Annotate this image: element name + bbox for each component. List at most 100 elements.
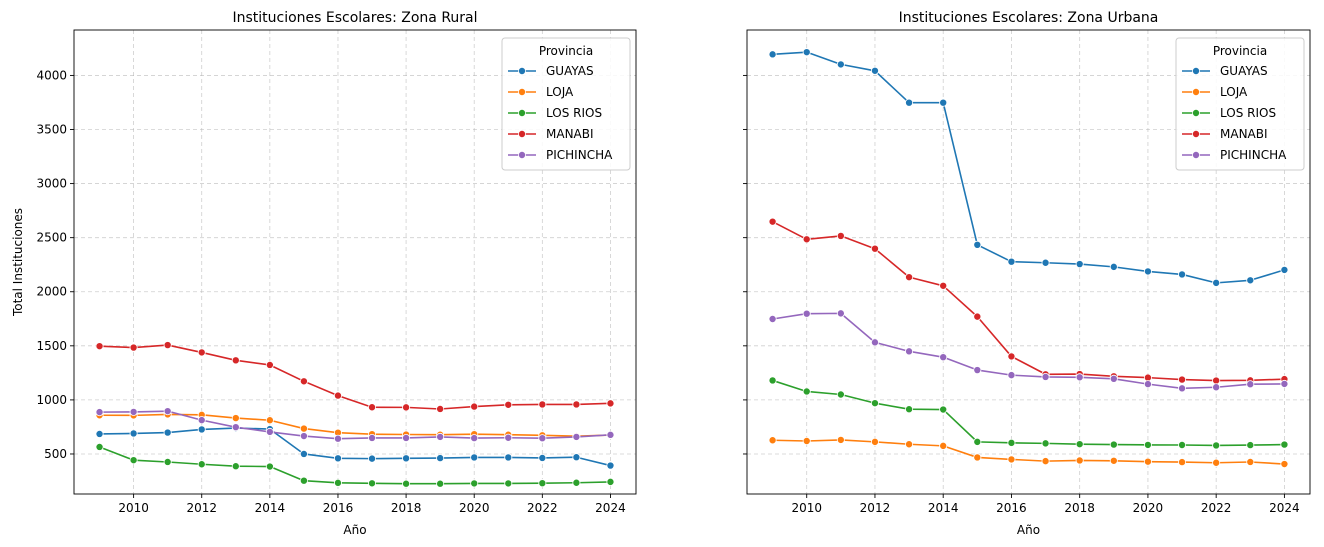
x-tick-label: 2024	[1269, 501, 1300, 515]
data-point	[95, 408, 104, 417]
legend-entry: LOJA	[1182, 85, 1248, 99]
series-line	[772, 220, 1285, 382]
data-point	[231, 462, 240, 471]
y-tick-label: 3000	[36, 177, 67, 191]
x-axis-label: Año	[1017, 523, 1040, 537]
data-point	[299, 377, 308, 386]
data-point	[299, 476, 308, 485]
data-point	[939, 98, 948, 107]
series-line	[99, 446, 611, 485]
legend-label: LOJA	[1220, 85, 1248, 99]
data-point	[1143, 267, 1152, 276]
data-point	[870, 338, 879, 347]
data-point	[606, 399, 615, 408]
data-point	[538, 453, 547, 462]
data-point	[504, 433, 513, 442]
data-point	[1178, 270, 1187, 279]
data-point	[905, 440, 914, 449]
y-tick-label: 3500	[36, 123, 67, 137]
series-guayas	[768, 48, 1289, 287]
data-point	[606, 430, 615, 439]
data-point	[1143, 457, 1152, 466]
data-point	[231, 356, 240, 365]
data-point	[1007, 352, 1016, 361]
data-point	[333, 434, 342, 443]
legend-marker	[518, 88, 527, 97]
data-point	[538, 400, 547, 409]
legend-label: GUAYAS	[1220, 64, 1268, 78]
data-point	[973, 240, 982, 249]
legend-marker	[1192, 109, 1201, 118]
data-point	[265, 360, 274, 369]
chart-title: Instituciones Escolares: Zona Urbana	[899, 10, 1159, 26]
data-point	[197, 425, 206, 434]
data-point	[163, 428, 172, 437]
data-point	[1075, 260, 1084, 269]
data-point	[333, 391, 342, 400]
data-point	[95, 442, 104, 451]
data-point	[129, 407, 138, 416]
data-point	[1041, 457, 1050, 466]
data-point	[504, 453, 513, 462]
data-point	[905, 98, 914, 107]
data-point	[572, 453, 581, 462]
data-point	[299, 449, 308, 458]
data-point	[129, 429, 138, 438]
legend-marker	[1192, 129, 1201, 138]
data-point	[538, 479, 547, 488]
x-tick-label: 2022	[1201, 501, 1232, 515]
data-point	[1143, 440, 1152, 449]
y-tick-label: 2000	[36, 285, 67, 299]
data-point	[95, 342, 104, 351]
series-loja	[95, 410, 615, 441]
data-point	[939, 405, 948, 414]
series-loja	[768, 435, 1289, 469]
series-manabi	[95, 341, 615, 413]
y-tick-label: 500	[44, 447, 67, 461]
data-point	[1075, 456, 1084, 465]
data-point	[1280, 379, 1289, 388]
data-point	[265, 416, 274, 425]
data-point	[1109, 262, 1118, 271]
data-point	[572, 400, 581, 409]
x-tick-label: 2012	[186, 501, 217, 515]
legend-marker	[1192, 150, 1201, 159]
series-line	[99, 410, 611, 440]
data-point	[802, 309, 811, 318]
data-point	[436, 432, 445, 441]
x-tick-label: 2010	[791, 501, 822, 515]
data-point	[470, 453, 479, 462]
data-point	[470, 479, 479, 488]
x-tick-label: 2010	[118, 501, 149, 515]
data-point	[1246, 457, 1255, 466]
data-point	[1075, 373, 1084, 382]
data-point	[368, 454, 377, 463]
data-point	[870, 244, 879, 253]
y-tick-label: 2500	[36, 231, 67, 245]
data-point	[368, 403, 377, 412]
plot-frame	[73, 29, 637, 495]
x-tick-label: 2012	[860, 501, 891, 515]
legend-entry: GUAYAS	[508, 64, 594, 78]
data-point	[836, 435, 845, 444]
x-tick-label: 2022	[527, 501, 558, 515]
data-point	[836, 60, 845, 69]
data-point	[95, 429, 104, 438]
data-point	[802, 387, 811, 396]
data-point	[905, 405, 914, 414]
data-point	[1007, 455, 1016, 464]
series-line	[772, 439, 1285, 465]
legend: Provincia GUAYAS LOJA LOS RIOS MANABI PICHINC…	[501, 37, 631, 171]
data-point	[1280, 440, 1289, 449]
data-point	[1143, 380, 1152, 389]
data-point	[939, 281, 948, 290]
data-point	[436, 479, 445, 488]
data-point	[973, 366, 982, 375]
legend-marker	[518, 129, 527, 138]
data-point	[265, 462, 274, 471]
legend-entry: LOS RIOS	[1182, 106, 1276, 120]
series-line	[772, 312, 1285, 390]
data-point	[1109, 374, 1118, 383]
y-tick-label: 4000	[36, 68, 67, 82]
legend-label: LOS RIOS	[1220, 106, 1276, 120]
